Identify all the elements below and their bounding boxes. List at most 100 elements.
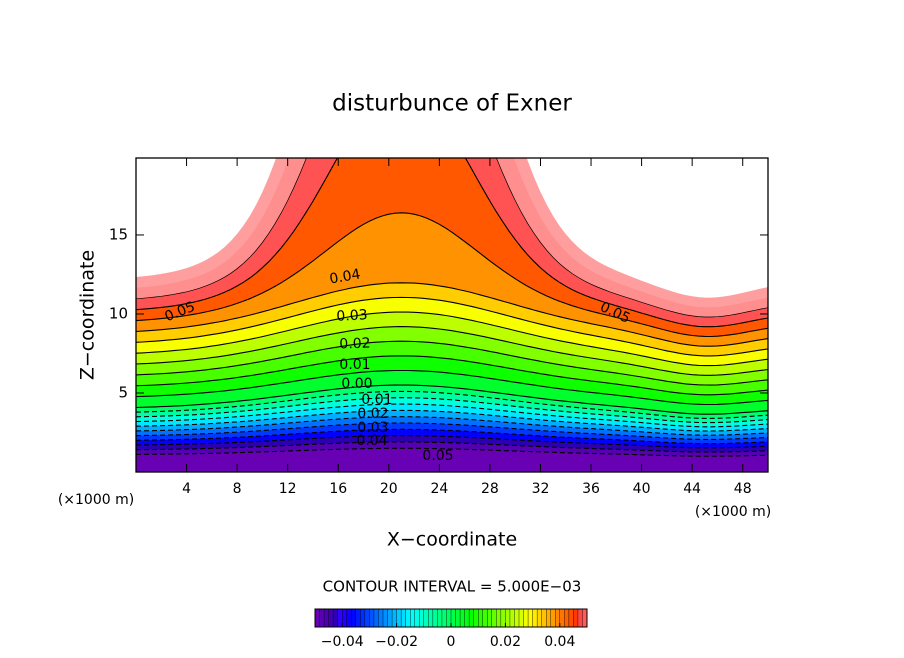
colorbar-segment (382, 608, 389, 628)
colorbar-segment (514, 608, 520, 628)
colorbar-segment (550, 608, 556, 628)
x-unit-label: (×1000 m) (58, 492, 134, 508)
contour-label: 0.05 (422, 448, 453, 464)
colorbar-segment (509, 608, 515, 628)
colorbar-segment (314, 608, 321, 628)
contour-line (136, 212, 768, 338)
colorbar-segment (487, 608, 493, 628)
colorbar-segment (428, 608, 434, 628)
contour-line (136, 340, 768, 386)
colorbar-segment (496, 608, 502, 628)
colorbar-segment (432, 608, 438, 628)
plot-frame (135, 157, 769, 473)
contour-labels: 0.050.040.030.020.010.000.010.020.030.04… (163, 266, 633, 464)
contour-line (136, 416, 768, 436)
contour-line (136, 326, 768, 376)
colorbar-segment (346, 608, 352, 628)
colorbar-segment (360, 608, 366, 628)
colorbar-segment (373, 608, 379, 628)
colorbar-tick-label: 0.02 (490, 634, 521, 650)
contour-line (136, 296, 768, 357)
colorbar-segment (473, 608, 479, 628)
colorbar-segment (410, 608, 416, 628)
x-tick-label: 32 (532, 481, 550, 497)
y-tick-label: 10 (109, 304, 128, 322)
colorbar-tick-label: 0 (447, 634, 456, 650)
colorbar-segment (505, 608, 511, 628)
contour-line (136, 422, 768, 440)
colorbar-segment (441, 608, 447, 628)
colorbar-segment (468, 608, 475, 628)
contour-line (136, 282, 768, 347)
colorbar-segment (369, 608, 375, 628)
contour-line (136, 435, 768, 449)
contour-line (136, 311, 768, 367)
contour-label: 0.04 (356, 433, 387, 449)
colorbar-segment (364, 608, 370, 628)
colorbar-segment (342, 608, 348, 628)
colorbar-segment (478, 608, 484, 628)
colorbar-segment (518, 608, 525, 628)
x-tick-label: 44 (683, 481, 701, 497)
colorbar-segment (351, 608, 357, 628)
colorbar-segment (405, 608, 411, 628)
contour-line (136, 158, 768, 318)
band (136, 454, 768, 472)
x-tick-label: 24 (430, 481, 448, 497)
colorbar-segment (459, 608, 466, 628)
colorbar-segment (536, 608, 543, 628)
colorbar-segment (419, 608, 425, 628)
contour-line (136, 397, 768, 424)
contour-label: 0.03 (357, 420, 388, 436)
x-tick-label: 36 (582, 481, 600, 497)
contour-line (136, 158, 768, 328)
colorbar-segment (577, 608, 583, 628)
x-tick-label: 20 (380, 481, 398, 497)
colorbar-segment (450, 608, 457, 628)
colorbar-segment (523, 608, 529, 628)
colorbar-segment (355, 608, 361, 628)
colorbar-segment (455, 608, 461, 628)
x-tick-label: 40 (633, 481, 651, 497)
x-tick-label: 28 (481, 481, 499, 497)
x-tick-label: 8 (233, 481, 242, 497)
colorbar-segment (319, 608, 325, 628)
contour-label: 0.01 (339, 357, 370, 373)
contour-label: 0.02 (357, 406, 388, 422)
contour-line (136, 409, 768, 432)
colorbar-segment (423, 608, 429, 628)
colorbar-segment (527, 608, 534, 628)
contour-line (136, 403, 768, 428)
colorbar-segment (400, 608, 407, 628)
contour-line (136, 441, 768, 453)
x-tick-label: 16 (329, 481, 347, 497)
contour-label: 0.01 (361, 392, 392, 408)
contour-line (136, 428, 768, 445)
x-axis-label: X−coordinate (387, 529, 517, 551)
colorbar-segment (414, 608, 420, 628)
contour-label: 0.04 (328, 266, 362, 287)
y-tick-label: 5 (118, 383, 128, 401)
colorbar-segment (378, 608, 384, 628)
contour-line (136, 355, 768, 396)
contour-interval: CONTOUR INTERVAL = 5.000E−03 (323, 578, 582, 596)
x-tick-label: 48 (734, 481, 752, 497)
colorbar-tick-label: 0.04 (544, 634, 575, 650)
colorbar-tick-label: −0.04 (321, 634, 364, 650)
colorbar-segment (437, 608, 443, 628)
colorbar-segment (546, 608, 552, 628)
colorbar-segment (532, 608, 538, 628)
colorbar-segment (396, 608, 402, 628)
colorbar-segment (387, 608, 393, 628)
contour-label: 0.00 (341, 376, 372, 392)
colorbar-segment (464, 608, 470, 628)
colorbar-segment (491, 608, 497, 628)
chart-title: disturbunce of Exner (332, 91, 572, 117)
colorbar-segment (323, 608, 330, 628)
contour-lines (136, 158, 768, 457)
colorbar-segment (568, 608, 574, 628)
colorbar-segment (573, 608, 579, 628)
contour-label: 0.03 (336, 307, 368, 325)
colorbar-segment (482, 608, 488, 628)
